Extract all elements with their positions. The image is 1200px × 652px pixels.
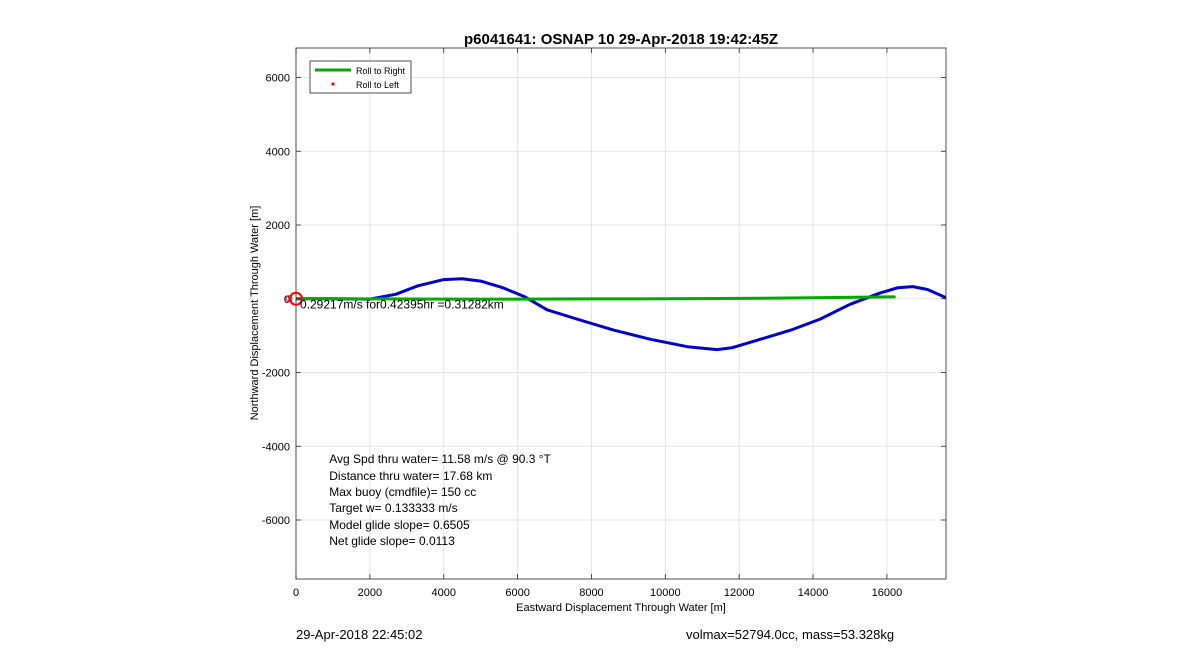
stats-line: Model glide slope= 0.6505: [329, 518, 470, 532]
legend-label: Roll to Left: [356, 80, 400, 90]
grid: [295, 48, 946, 579]
x-tick-label: 10000: [650, 587, 681, 599]
stats-line: Distance thru water= 17.68 km: [329, 469, 492, 483]
plot-frame: [295, 47, 947, 580]
x-axis-label: Eastward Displacement Through Water [m]: [516, 602, 726, 614]
x-tick-label: 2000: [358, 587, 382, 599]
stats-line: Net glide slope= 0.0113: [329, 534, 455, 548]
legend-dot-swatch: [331, 82, 335, 86]
x-tick-label: 16000: [872, 587, 903, 599]
y-tick-label: -2000: [262, 368, 290, 380]
plot-area: [296, 277, 946, 352]
x-tick-label: 14000: [798, 587, 829, 599]
annotations: 0.29217m/s for0.42395hr =0.31282km Avg Sp…: [285, 291, 552, 548]
legend-label: Roll to Right: [356, 66, 406, 76]
start-marker-small-circle: [285, 295, 293, 303]
stats-line: Target w= 0.133333 m/s: [329, 501, 457, 515]
x-tick-label: 6000: [505, 587, 529, 599]
x-tick-label: 12000: [724, 587, 755, 599]
series-track-line: [296, 277, 946, 352]
series-roll-to-right-line: [296, 295, 896, 301]
chart-title: p6041641: OSNAP 10 29-Apr-2018 19:42:45Z: [464, 31, 778, 48]
y-tick-label: 2000: [266, 220, 290, 232]
y-axis-label: Northward Displacement Through Water [m]: [249, 206, 261, 421]
y-tick-label: 0: [284, 294, 290, 306]
start-marker-circle: [289, 291, 303, 306]
segment-annotation: 0.29217m/s for0.42395hr =0.31282km: [300, 297, 504, 311]
y-tick-label: 4000: [266, 146, 290, 158]
x-tick-label: 4000: [431, 587, 455, 599]
axis-ticks: 0 2000 4000 6000 8000 10000 12000 14000 16000 -60…: [262, 48, 946, 599]
stats-line: Max buoy (cmdfile)= 150 cc: [329, 485, 476, 499]
x-tick-label: 8000: [579, 587, 603, 599]
stats-line: Avg Spd thru water= 11.58 m/s @ 90.3 °T: [329, 452, 551, 466]
y-tick-label: 6000: [266, 73, 290, 85]
y-tick-label: -4000: [262, 441, 290, 453]
footer-volmax-mass: volmax=52794.0cc, mass=53.328kg: [686, 627, 895, 642]
legend-box: [309, 60, 412, 94]
footer-timestamp: 29-Apr-2018 22:45:02: [296, 627, 423, 642]
legend: Roll to Right Roll to Left: [309, 60, 412, 94]
x-tick-label: 0: [293, 587, 299, 599]
y-tick-label: -6000: [262, 515, 290, 527]
